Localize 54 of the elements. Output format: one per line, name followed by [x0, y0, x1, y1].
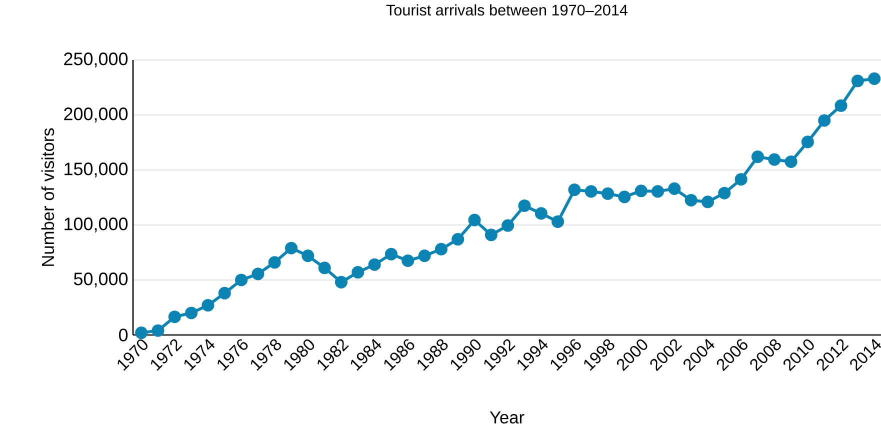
- point: [468, 214, 481, 226]
- point: [784, 155, 798, 168]
- point: [434, 242, 448, 256]
- point: [235, 274, 248, 286]
- y-tick-label: 250,000: [64, 52, 128, 68]
- point: [584, 185, 598, 198]
- point: [868, 72, 881, 85]
- point: [751, 150, 764, 164]
- point: [734, 173, 748, 186]
- point: [302, 250, 314, 262]
- point: [168, 310, 181, 324]
- point: [818, 114, 831, 127]
- point: [152, 324, 164, 337]
- point: [851, 74, 864, 88]
- point: [602, 187, 614, 200]
- point: [318, 262, 331, 274]
- y-tick-label: 150,000: [64, 162, 128, 178]
- point: [518, 199, 531, 212]
- point: [452, 233, 464, 246]
- y-tick-label: 200,000: [64, 108, 128, 122]
- y-tick-label: 100,000: [64, 218, 128, 232]
- point: [202, 299, 214, 312]
- point: [135, 326, 148, 340]
- point: [801, 136, 814, 148]
- point: [352, 266, 364, 279]
- point: [701, 196, 714, 208]
- point: [484, 228, 498, 242]
- point: [185, 306, 198, 320]
- y-axis-title: Number of visitors: [41, 128, 54, 266]
- y-tick-label: 0: [119, 328, 128, 342]
- point: [418, 250, 431, 262]
- point: [768, 153, 781, 166]
- point: [534, 207, 548, 220]
- point: [384, 248, 398, 260]
- x-axis-title: Year: [490, 411, 524, 424]
- point: [268, 256, 281, 269]
- point: [834, 99, 848, 112]
- point: [684, 194, 698, 207]
- y-tick-label: 50,000: [74, 272, 128, 288]
- point: [218, 286, 231, 300]
- point: [552, 215, 564, 228]
- point: [651, 185, 664, 198]
- chart-title: Tourist arrivals between 1970–2014: [386, 4, 628, 16]
- point: [618, 190, 631, 204]
- point: [252, 268, 264, 280]
- point: [634, 184, 648, 198]
- point: [568, 184, 581, 196]
- point: [718, 186, 731, 200]
- point: [402, 254, 414, 268]
- point: [368, 258, 381, 271]
- point: [502, 219, 514, 232]
- point: [285, 242, 298, 254]
- point: [334, 276, 348, 288]
- point: [668, 182, 681, 195]
